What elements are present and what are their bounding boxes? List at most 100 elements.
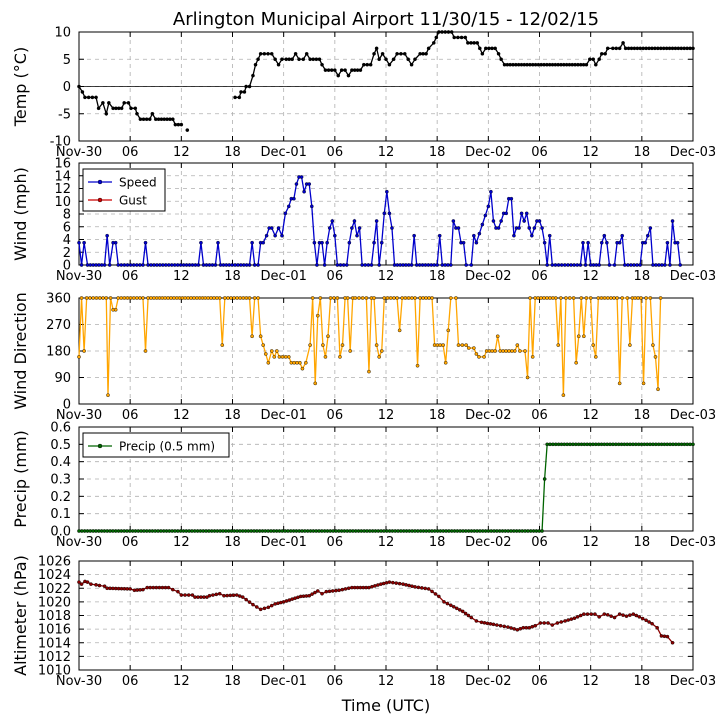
- direction-data-point: [272, 355, 277, 359]
- altimeter-data-point: [457, 608, 462, 612]
- wind-data-point: [512, 233, 516, 238]
- temp-xtick-label: Dec-01: [260, 145, 306, 160]
- temp-data-point: [320, 62, 324, 67]
- wind-data-point: [119, 263, 124, 267]
- wind-xtick-label: 18: [634, 269, 651, 284]
- wind-data-point: [169, 263, 174, 267]
- wind-data-point: [307, 182, 312, 186]
- precip-panel: 0.0 0.1 0.2 0.3 0.4 0.5 0.6 Nov-30 06 12 18 Dec-01 0…: [11, 421, 716, 551]
- direction-data-point: [658, 296, 663, 300]
- altimeter-data-point: [413, 585, 417, 589]
- altimeter-data-point: [85, 580, 90, 584]
- direction-data-point: [495, 334, 500, 339]
- altimeter-data-point: [330, 589, 335, 593]
- altimeter-data-point: [343, 587, 348, 591]
- temp-data-point: [104, 111, 109, 116]
- temp-data-point: [141, 117, 146, 121]
- direction-data-point: [360, 296, 365, 300]
- wind-data-point: [563, 263, 567, 267]
- wind-xtick-label: Dec-02: [465, 269, 511, 284]
- wind-ytick-label: 12: [54, 182, 71, 197]
- altimeter-data-point: [550, 623, 555, 627]
- direction-ytick-label: 360: [46, 292, 71, 307]
- temp-data-point: [399, 52, 403, 56]
- altimeter-data-point: [340, 587, 345, 592]
- temp-data-point: [253, 62, 258, 67]
- temp-data-point: [661, 46, 666, 51]
- temp-data-point: [656, 46, 660, 51]
- direction-data-point: [372, 296, 376, 300]
- wind-data-point: [196, 263, 201, 267]
- wind-data-point: [622, 263, 627, 267]
- temp-data-point: [658, 46, 663, 51]
- temp-data-point: [244, 84, 248, 89]
- altimeter-data-point: [420, 586, 424, 590]
- wind-data-point: [164, 263, 168, 267]
- wind-data-point: [668, 263, 672, 267]
- temp-ytick-label: 10: [54, 26, 71, 41]
- altimeter-data-point: [605, 613, 610, 617]
- wind-data-point: [330, 219, 335, 223]
- temp-data-point: [284, 57, 289, 62]
- temp-data-point: [434, 35, 439, 40]
- precip-ytick-label: 0.4: [50, 455, 71, 470]
- temp-data-point: [449, 30, 454, 34]
- direction-data-point: [277, 355, 282, 359]
- direction-data-point: [561, 393, 566, 397]
- wind-data-point: [461, 240, 466, 245]
- wind-data-point: [522, 219, 526, 223]
- temp-data-point: [493, 46, 497, 51]
- direction-xtick-label: Nov-30: [56, 408, 102, 423]
- precip-data-point: [542, 477, 547, 481]
- altimeter-data-point: [524, 625, 529, 630]
- direction-data-point: [84, 296, 89, 300]
- wind-data-point: [261, 240, 266, 245]
- temp-data-point: [122, 101, 126, 105]
- altimeter-data-point: [163, 585, 168, 590]
- precip-xtick-label: 18: [429, 535, 446, 550]
- direction-data-point: [101, 296, 105, 300]
- wind-data-point: [199, 240, 203, 245]
- temp-data-point: [171, 117, 175, 121]
- temp-data-point: [77, 84, 81, 89]
- direction-data-point: [641, 381, 646, 386]
- direction-data-point: [119, 296, 124, 300]
- wind-data-point: [276, 226, 281, 230]
- wind-data-point: [678, 263, 683, 267]
- direction-data-point: [128, 296, 133, 300]
- wind-data-point: [204, 263, 209, 267]
- wind-data-point: [638, 263, 642, 267]
- direction-data-point: [582, 334, 586, 339]
- altimeter-data-point: [234, 593, 239, 597]
- wind-data-point: [646, 233, 650, 238]
- direction-data-point: [617, 381, 622, 386]
- direction-data-point: [104, 296, 109, 300]
- temp-data-point: [670, 46, 675, 51]
- wind-legend-marker: [97, 179, 103, 185]
- altimeter-data-point: [79, 582, 84, 586]
- temp-data-point: [426, 46, 431, 51]
- wind-data-point: [456, 226, 461, 230]
- wind-data-point: [210, 263, 215, 267]
- altimeter-data-point: [647, 620, 651, 624]
- direction-data-point: [625, 296, 630, 300]
- altimeter-ytick-label: 1016: [38, 623, 71, 638]
- temp-ytick-label: -5: [58, 107, 71, 122]
- direction-data-point: [131, 296, 136, 300]
- figure-title: Arlington Municipal Airport 11/30/15 - 1…: [173, 9, 599, 30]
- altimeter-xtick-label: 12: [582, 674, 599, 689]
- temp-data-point: [387, 62, 392, 67]
- direction-data-point: [474, 352, 479, 356]
- altimeter-data-point: [563, 619, 567, 623]
- direction-data-point: [392, 296, 396, 300]
- temp-data-point: [676, 46, 681, 51]
- direction-data-point: [441, 343, 445, 347]
- direction-data-point: [364, 296, 369, 300]
- wind-data-point: [283, 211, 288, 216]
- altimeter-ytick-label: 1020: [38, 595, 71, 610]
- wind-data-point: [617, 240, 622, 245]
- altimeter-data-point: [527, 625, 532, 630]
- temp-xtick-label: 12: [582, 145, 599, 160]
- temp-data-point: [368, 62, 373, 67]
- temp-data-point: [372, 52, 376, 56]
